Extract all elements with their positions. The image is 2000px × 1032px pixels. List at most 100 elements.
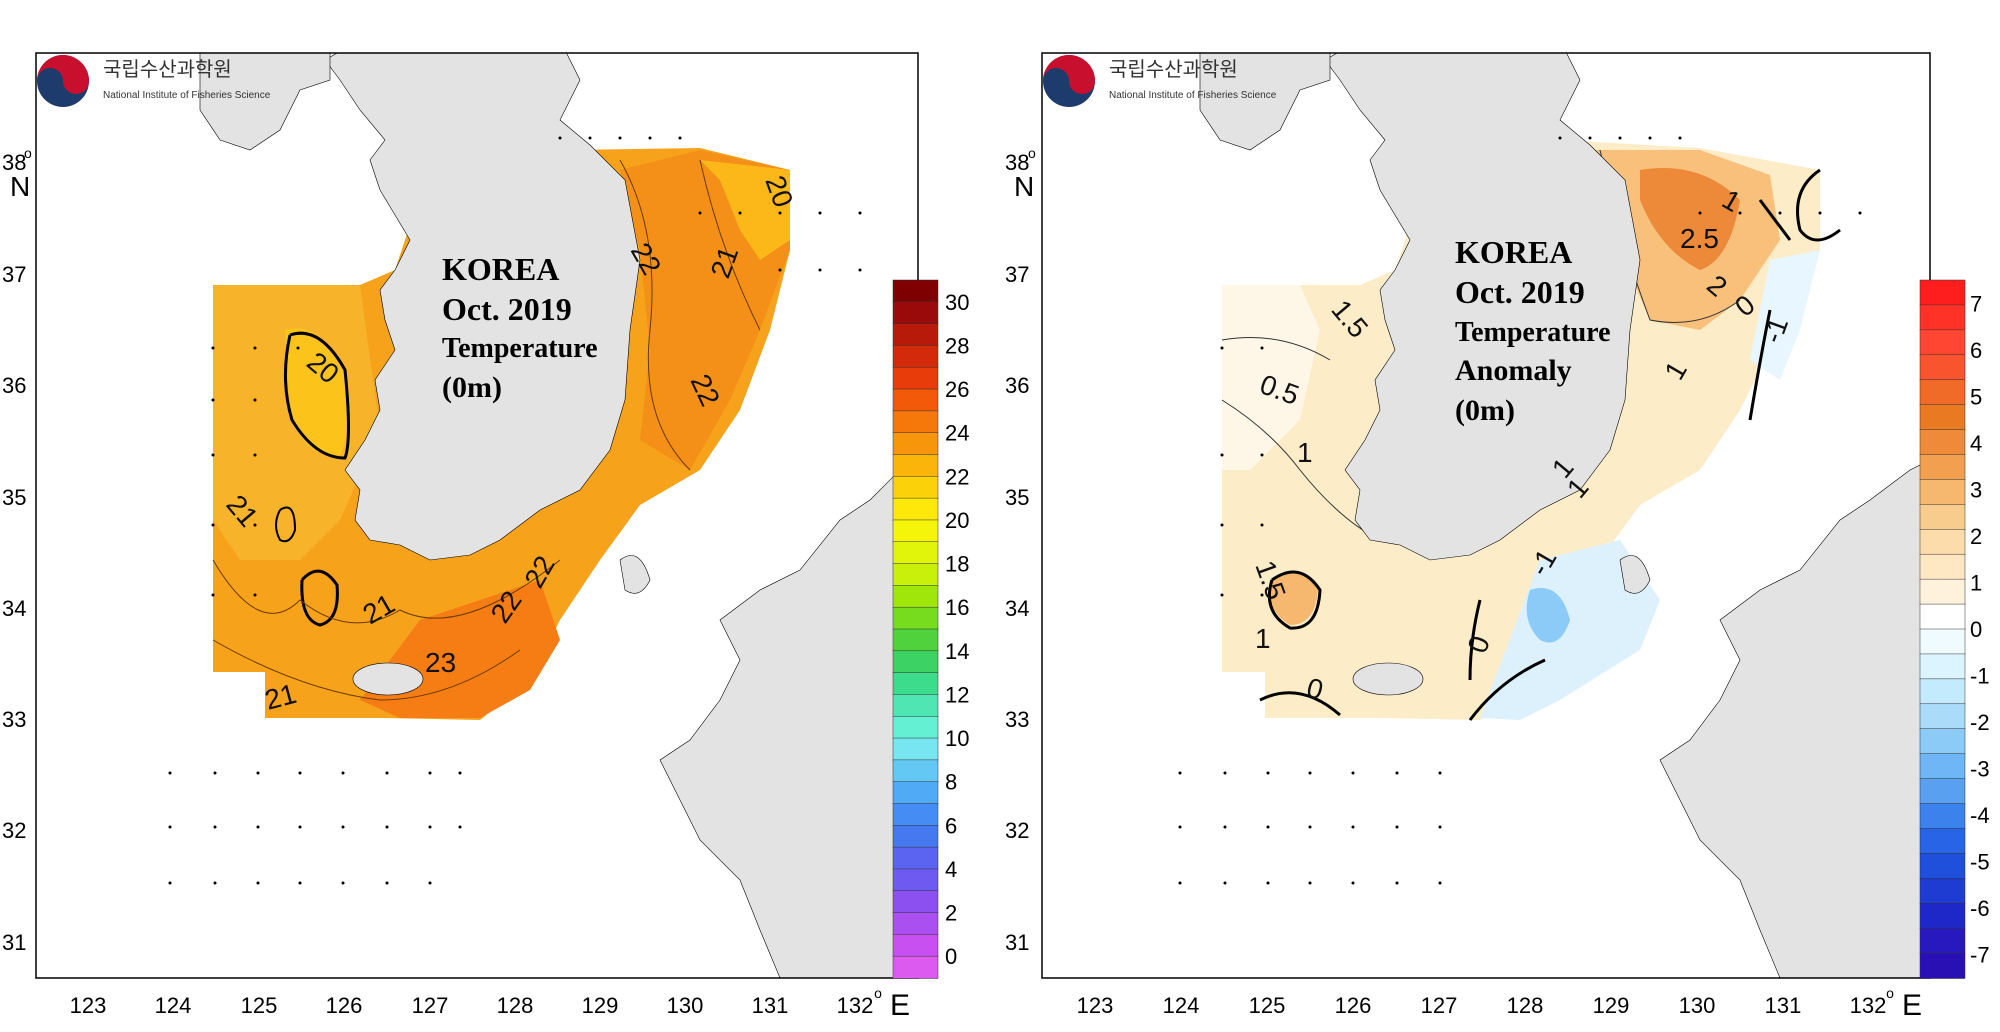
svg-text:38: 38 bbox=[1005, 150, 1029, 175]
colorbar-swatch bbox=[1919, 279, 1966, 306]
svg-text:34: 34 bbox=[1005, 596, 1029, 621]
svg-text:31: 31 bbox=[2, 930, 26, 955]
colorbar-swatch bbox=[1919, 603, 1966, 630]
colorbar-swatch bbox=[892, 519, 939, 543]
colorbar-swatch bbox=[892, 585, 939, 608]
colorbar-swatch bbox=[1919, 878, 1966, 904]
colorbar-swatch bbox=[1919, 454, 1966, 481]
colorbar-tick-label: -7 bbox=[1970, 943, 1990, 968]
svg-text:131: 131 bbox=[1765, 993, 1802, 1018]
svg-text:127: 127 bbox=[1421, 993, 1458, 1018]
colorbar-tick-label: -2 bbox=[1970, 710, 1990, 735]
colorbar-swatch bbox=[892, 432, 939, 456]
colorbar-swatch bbox=[892, 737, 939, 761]
svg-text:35: 35 bbox=[1005, 485, 1029, 510]
colorbar-swatch bbox=[892, 955, 939, 979]
colorbar-tick-label: 10 bbox=[945, 726, 969, 751]
title-line: KOREA bbox=[1455, 234, 1572, 270]
colorbar-swatch bbox=[1919, 728, 1966, 755]
title-line: KOREA bbox=[442, 251, 559, 287]
colorbar-swatch bbox=[1919, 703, 1966, 730]
anomaly-map: 1.5 0.5 1 1.5 1 0 1 2.5 2 0 -1 1 0 -1 1 … bbox=[1005, 52, 1990, 1022]
svg-text:N: N bbox=[1014, 171, 1034, 202]
contour-label: 0 bbox=[1303, 672, 1326, 706]
svg-text:35: 35 bbox=[2, 485, 26, 510]
svg-text:125: 125 bbox=[241, 993, 278, 1018]
svg-text:33: 33 bbox=[2, 707, 26, 732]
colorbar-tick-label: 4 bbox=[1970, 431, 1982, 456]
colorbar-swatch bbox=[892, 476, 939, 499]
svg-text:33: 33 bbox=[1005, 707, 1029, 732]
colorbar-tick-label: 14 bbox=[945, 639, 969, 664]
svg-text:123: 123 bbox=[1077, 993, 1114, 1018]
title-line: Oct. 2019 bbox=[442, 291, 572, 327]
map-title: KOREA Oct. 2019 Temperature (0m) bbox=[442, 251, 598, 404]
longitude-axis: 123 124 125 126 127 128 129 130 131 132 … bbox=[70, 985, 910, 1022]
station-dots bbox=[1178, 136, 1862, 885]
colorbar-swatch bbox=[1919, 902, 1966, 929]
title-line: (0m) bbox=[442, 371, 502, 404]
colorbar-swatch bbox=[892, 759, 939, 783]
svg-text:36: 36 bbox=[2, 373, 26, 398]
svg-text:o: o bbox=[1028, 145, 1036, 161]
contour-label: 2.5 bbox=[1680, 223, 1719, 254]
colorbar-swatch bbox=[892, 301, 939, 325]
colorbar-swatch bbox=[892, 846, 939, 870]
colorbar-swatch bbox=[1919, 853, 1966, 880]
colorbar-swatch bbox=[1919, 479, 1966, 506]
anomaly-panel: 1.5 0.5 1 1.5 1 0 1 2.5 2 0 -1 1 0 -1 1 … bbox=[1000, 0, 2000, 1027]
title-line: Temperature bbox=[442, 333, 598, 364]
colorbar-swatch bbox=[892, 454, 939, 478]
colorbar-tick-label: -6 bbox=[1970, 896, 1990, 921]
svg-text:125: 125 bbox=[1249, 993, 1286, 1018]
colorbar-swatch bbox=[1919, 653, 1966, 680]
svg-text:126: 126 bbox=[326, 993, 363, 1018]
contour-label: 1 bbox=[1297, 437, 1313, 468]
colorbar-swatch bbox=[1919, 329, 1966, 356]
anomaly-colorbar: 7 6 5 4 3 2 1 0 -1 -2 -3 -4 -5 -6 -7 bbox=[1919, 279, 1990, 979]
colorbar-swatch bbox=[892, 497, 939, 521]
colorbar-swatch bbox=[1919, 778, 1966, 805]
korea-landmass bbox=[324, 53, 641, 561]
colorbar-swatch bbox=[892, 279, 939, 303]
logo-korean-text: 국립수산과학원 bbox=[103, 58, 232, 81]
colorbar-swatch bbox=[1919, 753, 1966, 780]
svg-text:132: 132 bbox=[1850, 993, 1887, 1018]
colorbar-swatch bbox=[892, 606, 939, 630]
colorbar-swatch bbox=[1919, 803, 1966, 830]
colorbar-tick-label: -3 bbox=[1970, 757, 1990, 782]
svg-text:124: 124 bbox=[1163, 993, 1200, 1018]
svg-text:37: 37 bbox=[1005, 262, 1029, 287]
colorbar-tick-label: 18 bbox=[945, 552, 969, 577]
colorbar-swatch bbox=[1919, 379, 1966, 406]
colorbar-swatch bbox=[1919, 354, 1966, 381]
contour-labels: 1.5 0.5 1 1.5 1 0 1 2.5 2 0 -1 1 0 -1 1 … bbox=[1249, 183, 1794, 705]
japan-landmass bbox=[659, 459, 918, 978]
svg-text:132: 132 bbox=[837, 993, 874, 1018]
longitude-axis: 123 124 125 126 127 128 129 130 131 132 … bbox=[1077, 985, 1922, 1022]
colorbar-tick-label: 6 bbox=[945, 813, 957, 838]
colorbar-tick-label: 12 bbox=[945, 682, 969, 707]
svg-text:E: E bbox=[890, 989, 910, 1022]
colorbar-tick-label: -4 bbox=[1970, 803, 1990, 828]
logo-english-text: National Institute of Fisheries Science bbox=[103, 90, 271, 101]
colorbar-tick-label: 5 bbox=[1970, 384, 1982, 409]
title-line: Anomaly bbox=[1455, 354, 1572, 387]
jeju-island bbox=[1352, 662, 1424, 696]
colorbar-swatch bbox=[892, 388, 939, 412]
svg-text:128: 128 bbox=[1507, 993, 1544, 1018]
logo-korean-text: 국립수산과학원 bbox=[1109, 58, 1238, 81]
svg-text:124: 124 bbox=[155, 993, 192, 1018]
colorbar-tick-label: 6 bbox=[1970, 338, 1982, 363]
colorbar-swatch bbox=[1919, 927, 1966, 954]
colorbar-swatch bbox=[892, 628, 939, 652]
temperature-panel: 20 21 22 22 22 21 20 21 21 22 23 국립수산과학원… bbox=[0, 0, 1000, 1027]
colorbar-swatch bbox=[892, 410, 939, 434]
svg-text:130: 130 bbox=[667, 993, 704, 1018]
colorbar-swatch bbox=[892, 912, 939, 936]
logo-english-text: National Institute of Fisheries Science bbox=[1109, 90, 1277, 101]
colorbar-tick-label: 28 bbox=[945, 333, 969, 358]
colorbar-tick-label: 22 bbox=[945, 464, 969, 489]
colorbar-swatch bbox=[892, 672, 939, 696]
japan-landmass bbox=[1659, 459, 1930, 978]
